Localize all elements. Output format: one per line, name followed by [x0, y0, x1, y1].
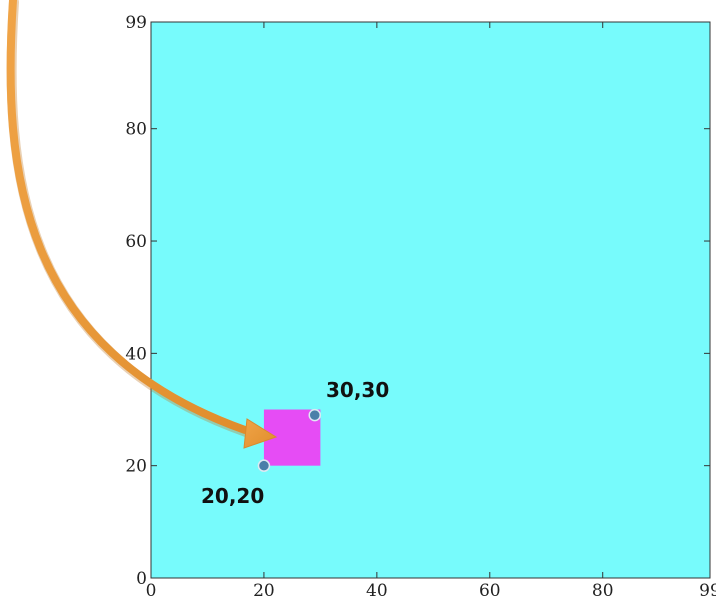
x-tick-label: 0	[146, 581, 157, 600]
y-tick-label: 60	[125, 232, 147, 252]
y-axis: 0 20 40 60 80 99	[125, 13, 710, 589]
marker-point	[257, 459, 271, 472]
y-tick-label: 80	[125, 120, 147, 140]
marker-points	[257, 408, 321, 472]
x-tick-label: 99	[699, 581, 716, 600]
marker-point	[308, 408, 321, 422]
y-tick-label: 40	[125, 344, 147, 364]
x-tick-label: 60	[479, 581, 501, 600]
annotation-arrow	[6, 0, 278, 449]
x-tick-label: 40	[366, 581, 388, 600]
plot-background	[151, 22, 710, 578]
y-tick-label: 99	[125, 13, 147, 33]
x-tick-label: 80	[592, 581, 614, 600]
arrowhead-icon	[243, 418, 278, 449]
point-label-20-20: 20,20	[201, 484, 264, 508]
y-tick-label: 0	[136, 569, 147, 589]
y-tick-label: 20	[125, 457, 147, 477]
point-label-30-30: 30,30	[326, 378, 389, 402]
x-axis: 0 20 40 60 80 99	[146, 22, 716, 600]
plot-frame	[150, 21, 711, 579]
x-tick-label: 20	[253, 581, 275, 600]
